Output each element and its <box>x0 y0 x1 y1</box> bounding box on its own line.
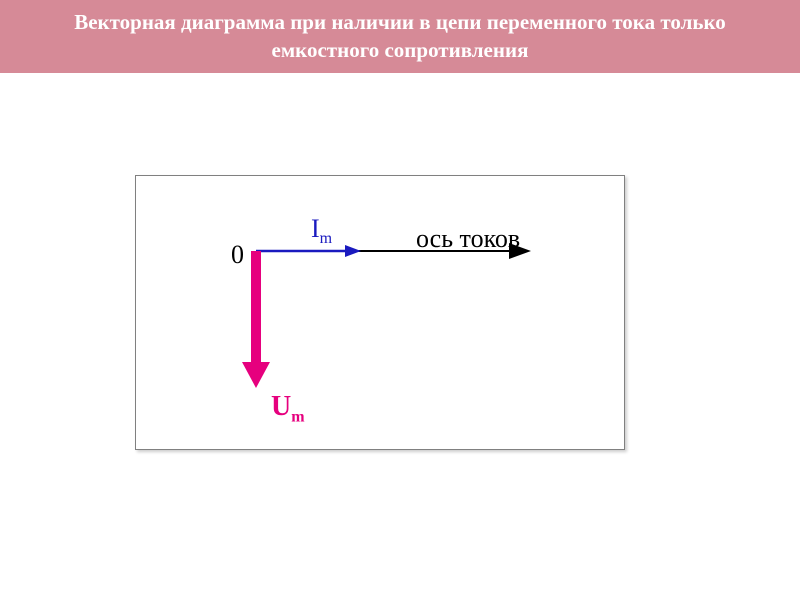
slide-title-bar: Векторная диаграмма при наличии в цепи п… <box>0 0 800 73</box>
vector-diagram-svg <box>136 176 626 451</box>
vector-diagram-panel: 0 ось токов Im Um <box>135 175 625 450</box>
current-vector-label-sub: m <box>320 230 332 247</box>
voltage-vector-label-sub: m <box>291 409 304 426</box>
axis-label: ось токов <box>416 224 520 254</box>
voltage-vector-label: Um <box>271 391 305 427</box>
current-vector-label-main: I <box>311 214 320 243</box>
slide-title-text: Векторная диаграмма при наличии в цепи п… <box>20 8 780 65</box>
voltage-vector-label-main: U <box>271 391 291 422</box>
origin-label: 0 <box>231 240 244 270</box>
current-vector-label: Im <box>311 214 332 248</box>
